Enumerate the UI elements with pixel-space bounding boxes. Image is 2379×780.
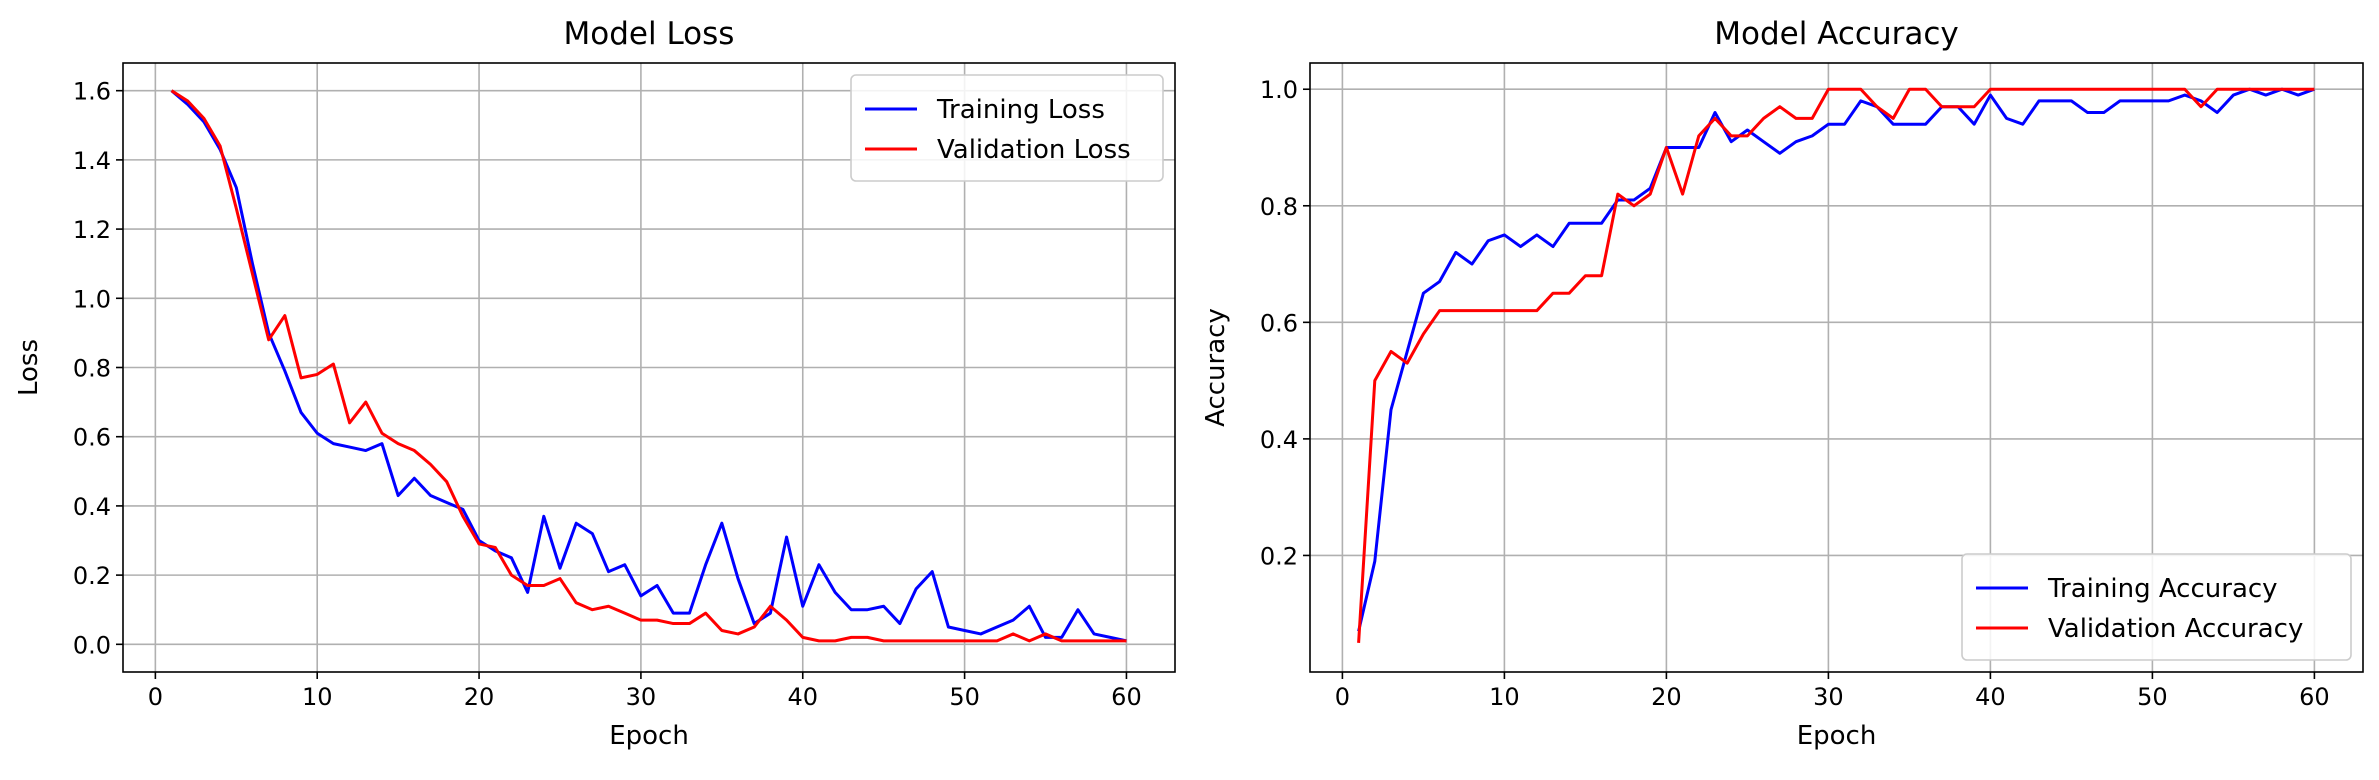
legend-label: Training Accuracy <box>2047 574 2278 604</box>
series-line-validation-loss <box>170 89 1127 643</box>
plot-frame <box>1309 62 2364 673</box>
y-tick-label: 0.2 <box>1260 542 1298 570</box>
series-line-validation-accuracy <box>1357 87 2315 643</box>
x-axis-label: Epoch <box>1797 721 1877 751</box>
x-tick-label: 40 <box>787 683 818 711</box>
y-tick-label: 0.4 <box>73 493 111 521</box>
y-tick-label: 1.4 <box>73 147 111 175</box>
legend-box <box>850 74 1164 182</box>
loss-chart-panel: 0 10 20 30 40 50 60 0.0 0.2 0.4 0.6 0.8 1.0 1.2 1.4 1.6… <box>14 16 1176 751</box>
legend-label: Validation Accuracy <box>2048 614 2303 644</box>
x-tick-label: 40 <box>1975 683 2006 711</box>
y-tick-label: 0.2 <box>73 562 111 590</box>
chart-title: Model Accuracy <box>1714 16 1958 52</box>
y-tick-label: 0.0 <box>73 631 111 659</box>
y-tick-label: 0.8 <box>73 355 111 383</box>
y-tick-label: 1.0 <box>1260 76 1298 104</box>
legend-label: Validation Loss <box>937 135 1131 165</box>
legend-box <box>1961 553 2352 661</box>
x-tick-label: 10 <box>302 683 333 711</box>
y-tick-label: 0.6 <box>73 424 111 452</box>
x-tick-label: 30 <box>626 683 657 711</box>
y-tick-label: 1.2 <box>73 216 111 244</box>
legend: Training Accuracy Validation Accuracy <box>1961 553 2352 661</box>
y-tick-label: 1.0 <box>73 285 111 313</box>
y-tick-label: 1.6 <box>73 78 111 106</box>
accuracy-chart-panel: 0 10 20 30 40 50 60 0.2 0.4 0.6 0.8 1.0 Model Accura… <box>1201 16 2364 751</box>
x-axis-label: Epoch <box>609 721 689 751</box>
x-tick-label: 10 <box>1489 683 1520 711</box>
y-axis-label: Loss <box>14 339 44 396</box>
x-tick-label: 0 <box>1335 683 1350 711</box>
x-tick-label: 0 <box>148 683 163 711</box>
plot-frame <box>122 62 1176 673</box>
y-axis-label: Accuracy <box>1201 308 1231 427</box>
y-tick-label: 0.4 <box>1260 426 1298 454</box>
x-tick-label: 60 <box>2299 683 2330 711</box>
legend: Training Loss Validation Loss <box>850 74 1164 182</box>
y-tick-label: 0.8 <box>1260 193 1298 221</box>
x-tick-label: 60 <box>1111 683 1142 711</box>
x-tick-label: 20 <box>1651 683 1682 711</box>
y-tick-label: 0.6 <box>1260 309 1298 337</box>
legend-label: Training Loss <box>936 95 1105 125</box>
series-line-training-accuracy <box>1357 87 2315 632</box>
x-tick-label: 50 <box>949 683 980 711</box>
series-line-training-loss <box>170 89 1127 643</box>
x-tick-label: 50 <box>2137 683 2168 711</box>
chart-title: Model Loss <box>564 16 735 52</box>
x-tick-label: 30 <box>1813 683 1844 711</box>
x-tick-label: 20 <box>464 683 495 711</box>
